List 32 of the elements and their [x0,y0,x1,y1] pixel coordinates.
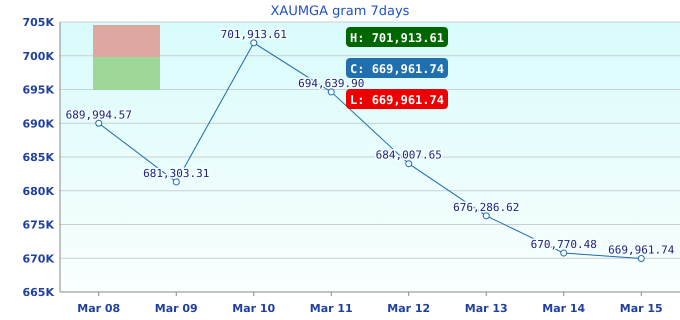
data-label: 669,961.74 [608,244,675,257]
point [560,250,568,257]
point [95,120,102,127]
data-label: 689,994.57 [66,108,132,122]
x-tick-label: Mar 14 [542,302,586,315]
y-tick-label: 700K [22,50,54,63]
annotation: L: 669,961.74 [350,93,444,107]
x-tick-label: Mar 15 [620,302,663,315]
point [250,39,258,46]
annotation: H: 701,913.61 [350,31,444,45]
x-tick-label: Mar 08 [77,302,120,315]
x-tick-label: Mar 10 [232,302,276,315]
y-tick-label: 685K [22,151,54,164]
y-tick-label: 675K [22,218,54,232]
annotation: C: 669,961.74 [350,62,444,76]
x-tick-label: Mar 11 [310,302,353,315]
y-tick-label: 670K [22,252,54,266]
chart-title: XAUMGA gram 7days [270,4,410,19]
y-tick-label: 705K [22,16,54,29]
x-tick-label: Mar 13 [464,302,508,315]
point [172,178,180,186]
y-tick-label: 680K [22,184,54,198]
x-tick-label: Mar 12 [387,302,430,315]
x-tick-label: Mar 09 [154,302,198,315]
point [638,255,645,262]
data-label: 701,913.61 [220,28,287,41]
point [328,88,335,96]
y-tick-label: 665K [22,286,54,299]
y-tick-label: 690K [22,117,54,130]
point [405,160,412,168]
y-tick-label: 695K [22,84,54,96]
point [482,212,490,220]
